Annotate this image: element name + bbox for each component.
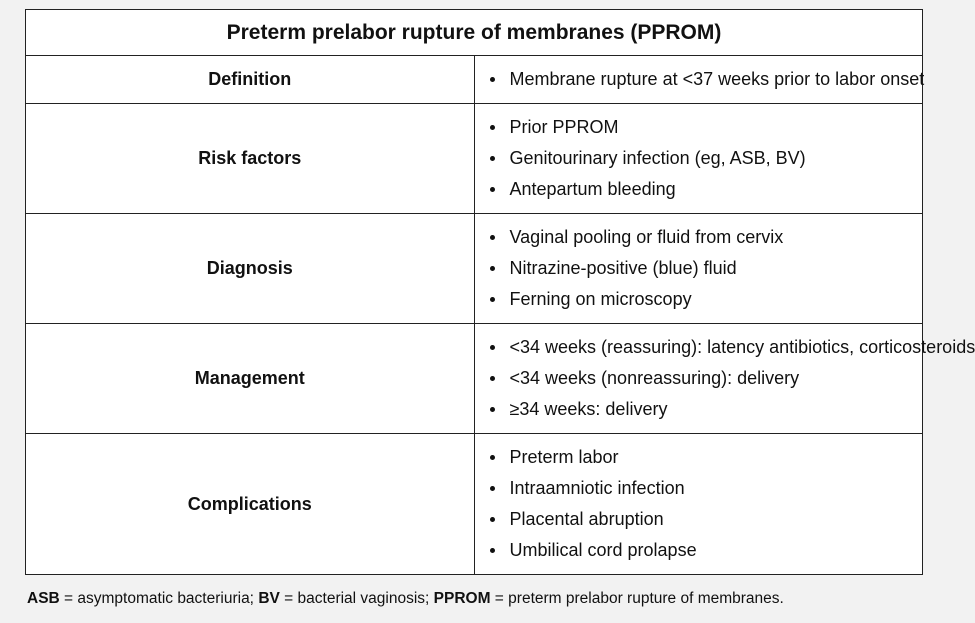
list-item: Preterm labor bbox=[489, 442, 923, 473]
list-item: Intraamniotic infection bbox=[489, 473, 923, 504]
bullet-list: Vaginal pooling or fluid from cervix Nit… bbox=[475, 214, 923, 323]
footnote-def-asb: = asymptomatic bacteriuria; bbox=[59, 590, 259, 607]
list-item: Membrane rupture at <37 weeks prior to l… bbox=[489, 64, 924, 95]
abbreviation-footnote: ASB = asymptomatic bacteriuria; BV = bac… bbox=[27, 590, 784, 608]
row-label-definition: Definition bbox=[25, 55, 475, 104]
table-title: Preterm prelabor rupture of membranes (P… bbox=[25, 9, 923, 56]
pprom-table: Preterm prelabor rupture of membranes (P… bbox=[25, 9, 975, 575]
list-item: Nitrazine-positive (blue) fluid bbox=[489, 253, 923, 284]
table-row-complications: Complications Preterm labor Intraamnioti… bbox=[25, 433, 923, 575]
list-item: Genitourinary infection (eg, ASB, BV) bbox=[489, 143, 923, 174]
footnote-def-bv: = bacterial vaginosis; bbox=[279, 590, 434, 607]
table-row-diagnosis: Diagnosis Vaginal pooling or fluid from … bbox=[25, 213, 923, 324]
footnote-abbr-asb: ASB bbox=[27, 590, 60, 607]
row-label-risk-factors: Risk factors bbox=[25, 103, 475, 214]
table-title-row: Preterm prelabor rupture of membranes (P… bbox=[25, 9, 923, 56]
list-item: Vaginal pooling or fluid from cervix bbox=[489, 222, 923, 253]
bullet-list: Preterm labor Intraamniotic infection Pl… bbox=[475, 434, 923, 574]
row-content-definition: Membrane rupture at <37 weeks prior to l… bbox=[473, 55, 924, 104]
row-label-management: Management bbox=[25, 323, 475, 434]
list-item: Antepartum bleeding bbox=[489, 174, 923, 205]
row-content-management: <34 weeks (reassuring): latency antibiot… bbox=[473, 323, 975, 434]
footnote-abbr-pprom: PPROM bbox=[433, 590, 491, 607]
row-label-diagnosis: Diagnosis bbox=[25, 213, 475, 324]
row-label-complications: Complications bbox=[25, 433, 475, 575]
list-item: Prior PPROM bbox=[489, 112, 923, 143]
list-item: Placental abruption bbox=[489, 504, 923, 535]
list-item: Ferning on microscopy bbox=[489, 284, 923, 315]
pprom-table-container: Preterm prelabor rupture of membranes (P… bbox=[25, 9, 975, 575]
list-item: ≥34 weeks: delivery bbox=[489, 394, 923, 425]
table-row-management: Management <34 weeks (reassuring): laten… bbox=[25, 323, 975, 434]
footnote-def-pprom: = preterm prelabor rupture of membranes. bbox=[490, 590, 784, 607]
bullet-list: Prior PPROM Genitourinary infection (eg,… bbox=[475, 104, 923, 213]
list-item: Umbilical cord prolapse bbox=[489, 535, 923, 566]
list-item: <34 weeks (reassuring): latency antibiot… bbox=[489, 332, 975, 363]
bullet-list: Membrane rupture at <37 weeks prior to l… bbox=[475, 56, 924, 103]
table-row-risk-factors: Risk factors Prior PPROM Genitourinary i… bbox=[25, 103, 923, 214]
bullet-list: <34 weeks (reassuring): latency antibiot… bbox=[475, 324, 975, 433]
row-content-diagnosis: Vaginal pooling or fluid from cervix Nit… bbox=[473, 213, 923, 324]
footnote-abbr-bv: BV bbox=[258, 590, 280, 607]
row-content-complications: Preterm labor Intraamniotic infection Pl… bbox=[473, 433, 923, 575]
row-content-risk-factors: Prior PPROM Genitourinary infection (eg,… bbox=[473, 103, 923, 214]
list-item: <34 weeks (nonreassuring): delivery bbox=[489, 363, 923, 394]
table-row-definition: Definition Membrane rupture at <37 weeks… bbox=[25, 55, 924, 104]
